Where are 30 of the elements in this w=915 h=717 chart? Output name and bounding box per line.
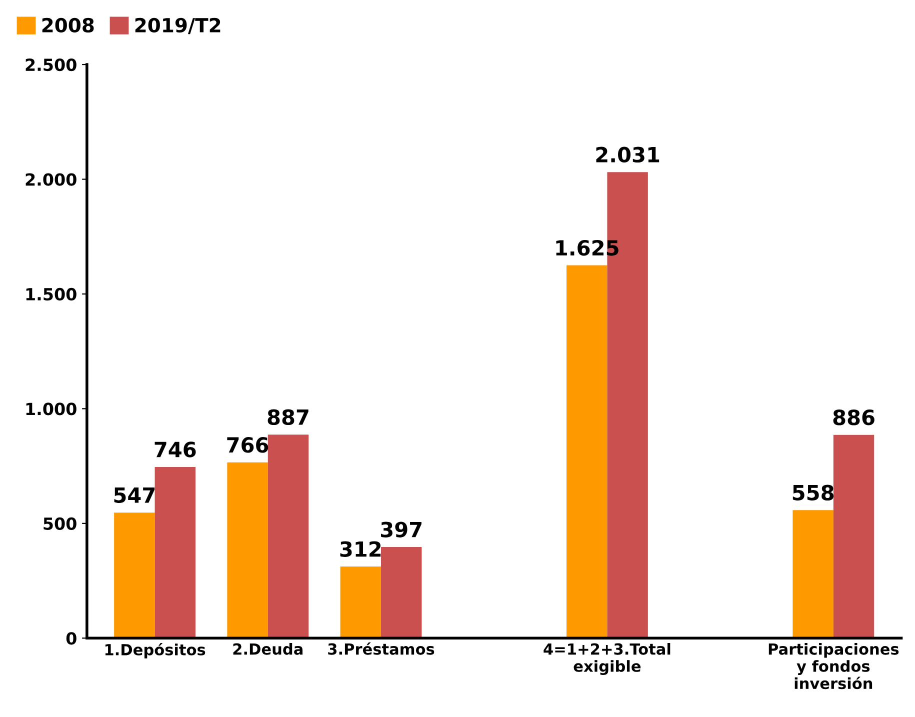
x-tick-label: 3.Préstamos: [328, 642, 434, 655]
bar: [566, 265, 608, 638]
data-label: 887: [268, 409, 308, 426]
x-tick-label: 4=1+2+3.Total exigible: [544, 642, 670, 676]
bar: [340, 566, 381, 638]
x-tick-label: 2.Deuda: [233, 642, 302, 655]
y-tick-label: 2.500: [26, 58, 76, 72]
data-label: 397: [381, 522, 422, 538]
bar: [268, 434, 309, 638]
bar: [380, 547, 422, 638]
data-label: 547: [114, 488, 155, 504]
data-label: 558: [792, 484, 834, 501]
data-label: 746: [154, 442, 196, 458]
y-tick-label: 1.500: [26, 288, 76, 301]
bar: [833, 434, 874, 638]
bar: [114, 512, 155, 638]
bar: [154, 466, 196, 638]
y-tick-label: 1.000: [26, 402, 76, 416]
legend-label: 2019/T2: [135, 18, 220, 34]
bar: [792, 510, 834, 638]
legend-label: 2008: [42, 18, 94, 33]
data-label: 312: [340, 541, 381, 557]
bar: [227, 462, 268, 638]
y-tick-label: 500: [44, 517, 76, 530]
data-label: 886: [833, 409, 874, 426]
x-tick-label: Participaciones y fondos inversión: [768, 642, 899, 690]
data-label: 2.031: [596, 146, 660, 163]
y-tick-label: 0: [66, 632, 76, 645]
x-tick-label: 1.Depósitos: [105, 642, 206, 658]
y-tick-label: 2.000: [26, 173, 76, 186]
